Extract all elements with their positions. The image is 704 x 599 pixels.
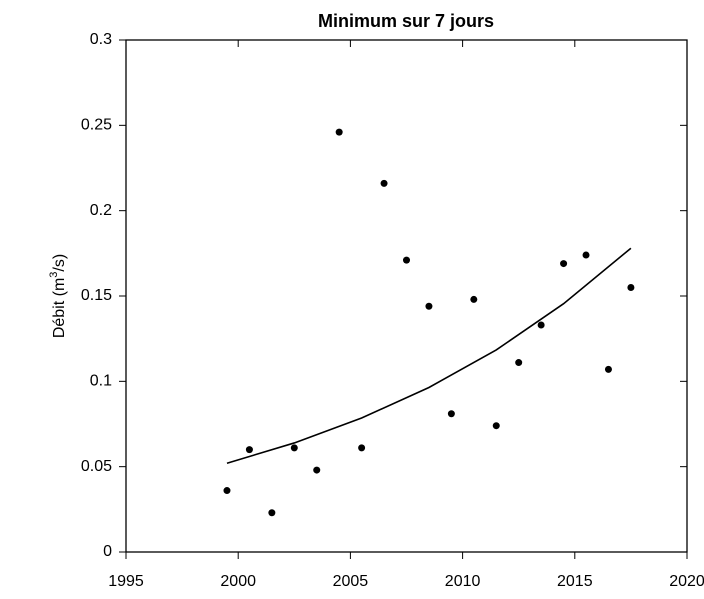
point — [290, 444, 298, 452]
point — [425, 302, 433, 310]
point — [537, 321, 545, 329]
point — [604, 365, 612, 373]
point — [335, 128, 343, 136]
y-tick-label: 0.05 — [81, 458, 112, 475]
x-tick-label: 2010 — [445, 573, 481, 590]
y-tick-label: 0.25 — [81, 117, 112, 134]
plot-frame — [125, 39, 688, 553]
x-tick-label: 2015 — [557, 573, 593, 590]
point — [582, 251, 590, 259]
point — [492, 422, 500, 430]
x-tick-label: 1995 — [108, 573, 144, 590]
point — [313, 466, 321, 474]
y-tick-label: 0.1 — [90, 373, 112, 390]
y-tick-label: 0.15 — [81, 287, 112, 304]
point — [627, 283, 635, 291]
x-tick-label: 2020 — [669, 573, 704, 590]
y-axis-label: Débit (m3/s) — [48, 254, 68, 338]
chart-title: Minimum sur 7 jours — [318, 11, 494, 31]
x-tick-label: 2005 — [333, 573, 369, 590]
y-tick-label: 0.3 — [90, 31, 112, 48]
point — [515, 359, 523, 367]
x-tick-label: 2000 — [220, 573, 256, 590]
point — [268, 509, 276, 517]
y-tick-label: 0.2 — [90, 202, 112, 219]
point — [245, 446, 253, 454]
point — [223, 487, 231, 495]
point — [380, 179, 388, 187]
point — [403, 256, 410, 264]
point — [470, 295, 478, 303]
y-tick-label: 0 — [103, 543, 112, 560]
trend-line — [226, 247, 632, 465]
point — [358, 444, 366, 452]
point — [447, 410, 455, 418]
point — [560, 260, 568, 268]
